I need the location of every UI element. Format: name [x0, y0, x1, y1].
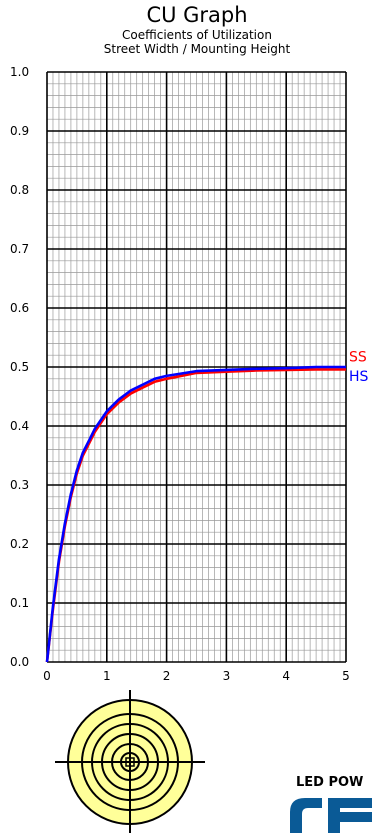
series-label-hs: HS [349, 369, 369, 385]
x-tick-label: 1 [103, 669, 111, 683]
y-tick-label: 0.2 [10, 537, 29, 551]
y-tick-label: 0.4 [10, 419, 29, 433]
x-axis-ticks: 0 1 2 3 4 5 [43, 669, 350, 683]
chart-subtitle-1: Coefficients of Utilization [122, 28, 272, 42]
y-tick-label: 0.0 [10, 655, 29, 669]
y-tick-label: 0.3 [10, 478, 29, 492]
y-axis-ticks: 0.0 0.1 0.2 0.3 0.4 0.5 0.6 0.7 0.8 0.9 1.0 [10, 65, 29, 669]
series-label-ss: SS [349, 349, 367, 365]
y-tick-label: 0.7 [10, 242, 29, 256]
y-tick-label: 0.5 [10, 360, 29, 374]
series-lines [45, 365, 346, 663]
x-tick-label: 2 [163, 669, 171, 683]
chart-title: CU Graph [146, 3, 248, 27]
x-tick-label: 4 [282, 669, 290, 683]
series-labels: SS HS [349, 349, 369, 385]
y-tick-label: 0.8 [10, 183, 29, 197]
x-tick-label: 3 [223, 669, 231, 683]
x-tick-label: 0 [43, 669, 51, 683]
chart-subtitle-2: Street Width / Mounting Height [103, 42, 291, 56]
y-tick-label: 1.0 [10, 65, 29, 79]
y-tick-label: 0.9 [10, 124, 29, 138]
y-tick-label: 0.1 [10, 596, 29, 610]
cu-chart: 0.0 0.1 0.2 0.3 0.4 0.5 0.6 0.7 0.8 0.9 1.0 0 1 2 3 4 5… [10, 65, 369, 683]
y-tick-label: 0.6 [10, 301, 29, 315]
x-tick-label: 5 [342, 669, 350, 683]
series-line-hs [45, 365, 346, 663]
brand-text: LED POW [296, 775, 364, 790]
